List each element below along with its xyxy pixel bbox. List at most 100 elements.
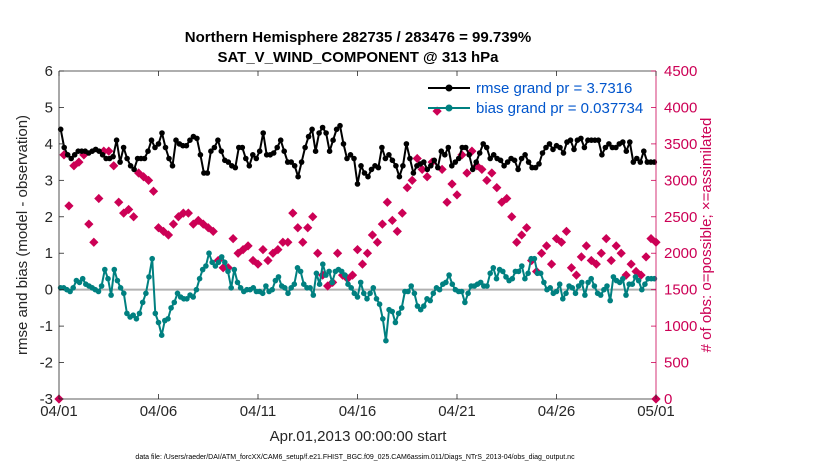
bias-point: [285, 290, 291, 297]
rmse-point: [173, 137, 179, 143]
rmse-point: [449, 163, 455, 169]
rmse-point: [113, 137, 120, 143]
bias-point: [168, 305, 174, 311]
bias-point: [301, 281, 307, 288]
rmse-point: [396, 173, 403, 180]
bias-point: [158, 332, 165, 339]
rmse-point: [110, 153, 116, 160]
rmse-point: [613, 144, 619, 151]
bias-point: [203, 263, 209, 269]
obs-assimilated-point: [591, 259, 601, 269]
x-tick-label: 04/26: [538, 403, 576, 420]
right-y-tick-label: 4000: [664, 99, 697, 116]
bias-point: [616, 279, 623, 286]
bias-point: [525, 270, 531, 277]
obs-assimilated-point: [517, 230, 527, 240]
rmse-point: [410, 170, 417, 176]
obs-assimilated-point: [332, 248, 343, 258]
bias-point: [218, 254, 225, 260]
bias-point: [323, 272, 329, 278]
obs-assimilated-point: [352, 244, 363, 255]
rmse-point: [274, 144, 281, 151]
bias-point: [623, 292, 629, 298]
rmse-point: [71, 152, 78, 158]
obs-assimilated-point: [283, 237, 293, 247]
bias-point: [228, 285, 234, 291]
obs-assimilated-point: [64, 201, 74, 211]
obs-assimilated-point: [94, 193, 104, 204]
rmse-point: [634, 155, 640, 162]
data-file-footer: data file: /Users/raeder/DAI/ATM_forcXX/…: [135, 454, 575, 461]
obs-assimilated-point: [74, 157, 84, 167]
legend: rmse grand pr = 3.7316 bias grand pr = 0…: [428, 80, 643, 117]
rmse-point: [295, 173, 301, 180]
rmse-point: [581, 144, 588, 151]
rmse-point: [518, 155, 525, 162]
obs-assimilated-point: [143, 175, 154, 185]
rmse-point: [145, 148, 151, 154]
obs-assimilated-point: [512, 237, 522, 247]
chart-subtitle: SAT_V_WIND_COMPONENT @ 313 hPa: [217, 49, 499, 66]
obs-assimilated-point: [253, 259, 263, 269]
bias-point: [212, 263, 219, 269]
bias-point: [263, 283, 269, 289]
x-axis-ticks: 04/01 04/06 04/11 04/16 04/21 04/26 05/01: [40, 71, 675, 420]
obs-assimilated-point: [313, 248, 323, 258]
bias-point: [130, 312, 136, 319]
obs-assimilated-point: [109, 161, 119, 171]
bias-point: [392, 319, 399, 326]
rmse-point: [218, 148, 225, 154]
left-y-tick-label: 4: [45, 136, 53, 153]
bias-point: [338, 268, 345, 275]
rmse-point: [466, 152, 473, 158]
obs-assimilated-point: [507, 212, 517, 222]
bias-point: [411, 290, 418, 297]
rmse-point: [546, 141, 553, 147]
obs-assimilated-point: [452, 190, 462, 200]
left-y-tick-label: 3: [45, 172, 53, 189]
obs-assimilated-point: [168, 219, 179, 229]
rmse-point: [543, 144, 549, 151]
obs-assimilated-point: [347, 270, 358, 280]
bias-point: [76, 279, 83, 286]
rmse-point: [421, 159, 427, 165]
bias-point: [575, 283, 582, 289]
bias-point: [383, 337, 389, 344]
obs-assimilated-point: [422, 172, 432, 182]
rmse-point: [536, 161, 542, 167]
bias-point: [541, 279, 547, 286]
obs-assimilated-point: [596, 248, 606, 258]
bias-point: [579, 279, 585, 286]
rmse-point: [599, 152, 605, 158]
bias-point: [282, 285, 288, 291]
bias-point: [503, 274, 509, 280]
bias-point: [225, 268, 231, 275]
rmse-point: [462, 144, 469, 151]
rmse-point: [525, 159, 532, 165]
obs-assimilated-point: [636, 270, 646, 280]
obs-assimilated-point: [382, 197, 392, 207]
rmse-point: [455, 155, 462, 162]
bias-point: [105, 275, 111, 282]
right-y-tick-label: 2000: [664, 245, 697, 262]
rmse-point: [288, 159, 295, 165]
rmse-point: [382, 155, 389, 162]
obs-assimilated-point: [208, 226, 218, 236]
bias-point: [588, 275, 594, 282]
bias-point: [465, 290, 471, 297]
rmse-point: [361, 170, 368, 176]
bias-point: [313, 270, 320, 277]
rmse-point: [452, 159, 459, 165]
bias-point: [500, 268, 506, 275]
bias-point: [259, 290, 266, 297]
right-y-tick-label: 0: [664, 391, 672, 408]
rmse-point: [393, 163, 399, 169]
bias-point: [345, 281, 351, 288]
bias-point: [553, 288, 560, 295]
obs-assimilated-point: [487, 168, 497, 178]
bias-point: [351, 290, 358, 297]
x-tick-label: 05/01: [637, 403, 675, 420]
right-axis-ticks: 0 500 1000 1500 2000 2500 3000 3500 4000 4500: [651, 63, 697, 408]
rmse-point: [326, 148, 333, 154]
rmse-point: [375, 164, 382, 171]
